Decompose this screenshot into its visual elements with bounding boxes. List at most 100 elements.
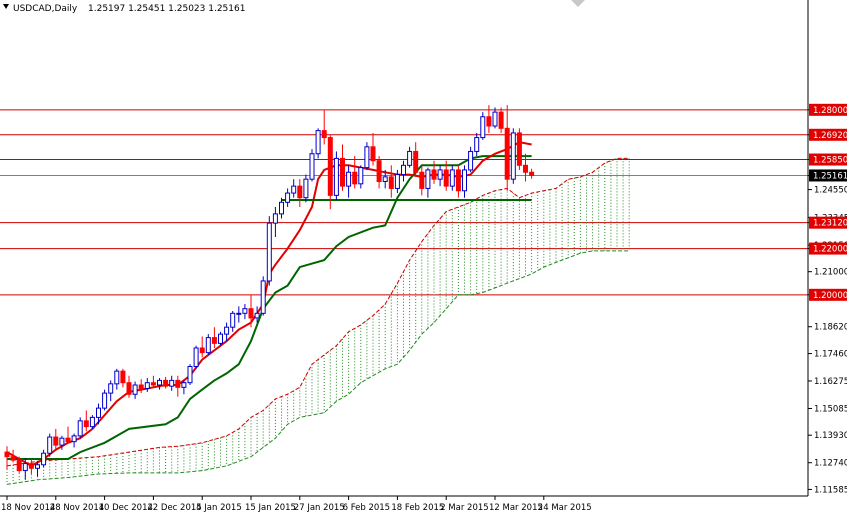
- time-tick-label: 18 Feb 2015: [391, 503, 444, 513]
- candle: [462, 165, 467, 198]
- candle-body: [486, 116, 492, 127]
- candle: [266, 216, 272, 286]
- candle-body: [419, 171, 425, 189]
- price-tick-label: 1.13930: [814, 431, 847, 441]
- candle: [474, 132, 480, 157]
- candle-body: [394, 174, 400, 189]
- candle: [315, 128, 321, 159]
- level-price-label: 1.28000: [809, 103, 847, 116]
- candle: [10, 449, 16, 463]
- candle: [205, 334, 211, 355]
- candle-body: [254, 312, 260, 319]
- candle-body: [297, 185, 303, 199]
- dropdown-arrow-icon[interactable]: [3, 4, 9, 9]
- time-tick-label: 2 Mar 2015: [440, 503, 488, 513]
- label-text: 1.20000: [813, 291, 847, 301]
- candle-body: [370, 146, 376, 162]
- candle: [480, 112, 486, 140]
- candle: [388, 165, 394, 198]
- candle-body: [16, 459, 22, 472]
- candle-body: [175, 379, 181, 388]
- price-tick-label: 1.21000: [814, 268, 847, 278]
- candle-body: [498, 111, 504, 129]
- candle-body: [71, 435, 77, 443]
- time-tick-label: 6 Feb 2015: [343, 503, 391, 513]
- candle: [492, 107, 498, 129]
- candle: [102, 389, 108, 411]
- candle-body: [41, 452, 47, 466]
- price-tick-label: 1.15085: [814, 404, 847, 414]
- candle: [224, 322, 230, 342]
- label-text: 1.25850: [813, 156, 847, 166]
- candle: [486, 105, 492, 133]
- candle: [382, 169, 388, 189]
- candle-body: [181, 382, 187, 388]
- candle: [35, 461, 40, 477]
- time-tick-label: 15 Jan 2015: [245, 503, 296, 513]
- candle-body: [437, 169, 443, 180]
- candle-body: [279, 201, 284, 215]
- candle: [71, 433, 77, 448]
- candle: [340, 144, 345, 191]
- candle-body: [449, 169, 455, 187]
- candle: [297, 179, 303, 207]
- senkou-span-b: [6, 250, 630, 485]
- candle-body: [480, 116, 486, 139]
- candle: [413, 142, 419, 177]
- candle: [157, 378, 162, 390]
- candle: [41, 449, 47, 468]
- label-text: 1.22000: [813, 245, 847, 255]
- candle-body: [102, 392, 108, 409]
- candle: [333, 151, 339, 200]
- candle-body: [455, 169, 461, 192]
- candle-body: [272, 213, 278, 224]
- candle-body: [150, 382, 156, 386]
- label-text: 1.26920: [813, 131, 847, 141]
- price-tick-label: 1.18620: [814, 323, 847, 333]
- candle-body: [388, 176, 394, 189]
- candle-body: [401, 164, 406, 176]
- level-price-label: 1.23120: [809, 216, 847, 229]
- candle: [498, 107, 504, 133]
- candle: [437, 165, 443, 187]
- candle: [449, 165, 455, 191]
- candle: [254, 306, 260, 323]
- current-price-label: 1.25161: [809, 169, 847, 182]
- candle: [516, 128, 522, 170]
- candle-body: [120, 370, 126, 384]
- candle-body: [291, 185, 297, 194]
- candle-body: [346, 171, 352, 187]
- level-price-label: 1.20000: [809, 288, 847, 301]
- candle-body: [138, 384, 144, 389]
- candle: [150, 375, 156, 388]
- candle: [126, 375, 132, 398]
- candle: [394, 169, 400, 194]
- ohlc-values: 1.25197 1.25451 1.25023 1.25161: [88, 4, 245, 14]
- candle-body: [108, 383, 114, 394]
- level-price-label: 1.25850: [809, 153, 847, 166]
- candle: [529, 168, 535, 179]
- candle: [230, 311, 236, 332]
- candle-body: [132, 384, 138, 395]
- candle: [431, 160, 437, 184]
- candle-body: [47, 436, 53, 454]
- candle: [272, 206, 278, 237]
- candle-body: [248, 308, 254, 319]
- label-text: 1.23120: [813, 219, 847, 229]
- candle-body: [333, 157, 339, 196]
- time-tick-label: 27 Jan 2015: [294, 503, 345, 513]
- candle: [53, 428, 59, 450]
- candle-body: [114, 370, 120, 385]
- candle-body: [236, 312, 242, 315]
- candle: [242, 304, 248, 320]
- candle: [260, 276, 266, 316]
- candle-body: [327, 137, 333, 196]
- candle: [218, 331, 223, 346]
- time-tick-label: 10 Dec 2014: [99, 503, 153, 513]
- candle: [28, 459, 34, 475]
- candle-body: [285, 192, 291, 203]
- candle: [169, 375, 175, 391]
